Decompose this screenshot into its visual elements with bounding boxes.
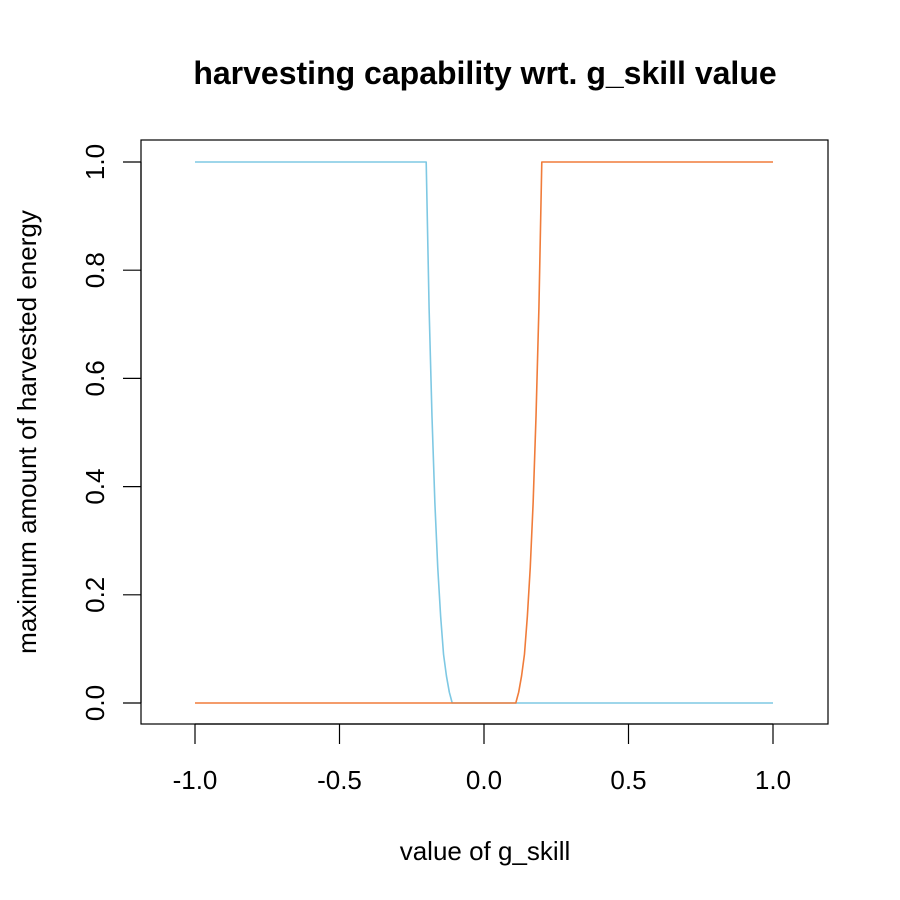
- plot-frame: [140, 139, 829, 725]
- y-tick-label: 0.6: [80, 360, 110, 396]
- x-axis-label: value of g_skill: [400, 836, 571, 866]
- y-tick-label: 0.8: [80, 252, 110, 288]
- x-tick-label: 0.5: [610, 765, 646, 795]
- series-layer: [195, 161, 773, 704]
- x-axis: -1.0 -0.5 0.0 0.5 1.0: [173, 723, 791, 795]
- y-tick-label: 0.0: [80, 685, 110, 721]
- x-tick-label: 0.0: [466, 765, 502, 795]
- series-line-2: [195, 161, 773, 704]
- y-axis-label: maximum amount of harvested energy: [12, 210, 42, 654]
- y-axis: 0.0 0.2 0.4 0.6 0.8 1.0: [80, 144, 142, 721]
- x-tick-label: 1.0: [755, 765, 791, 795]
- y-tick-label: 0.4: [80, 469, 110, 505]
- y-tick-label: 0.2: [80, 577, 110, 613]
- y-tick-label: 1.0: [80, 144, 110, 180]
- series-line-1: [195, 161, 773, 704]
- x-tick-label: -1.0: [173, 765, 218, 795]
- x-tick-label: -0.5: [317, 765, 362, 795]
- chart-title: harvesting capability wrt. g_skill value: [193, 55, 776, 91]
